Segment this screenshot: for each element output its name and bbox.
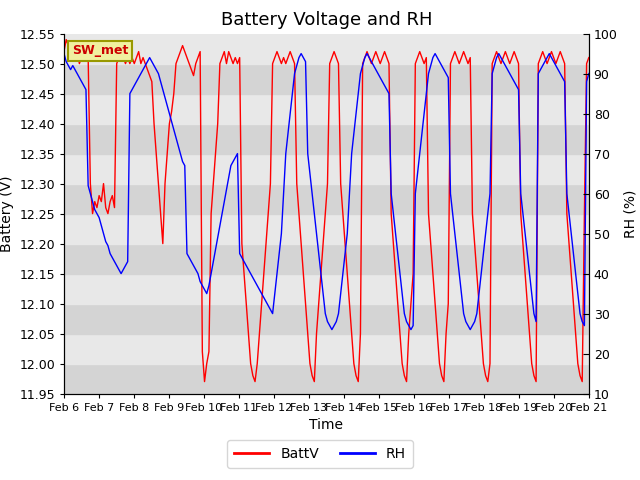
Bar xyxy=(64,214,589,244)
Bar xyxy=(64,334,589,363)
Bar xyxy=(64,124,589,154)
Y-axis label: RH (%): RH (%) xyxy=(623,190,637,238)
Bar xyxy=(64,363,589,394)
Title: Battery Voltage and RH: Battery Voltage and RH xyxy=(221,11,432,29)
Legend: BattV, RH: BattV, RH xyxy=(227,440,413,468)
Bar xyxy=(64,64,589,94)
Bar xyxy=(64,274,589,303)
Bar xyxy=(64,94,589,123)
Y-axis label: Battery (V): Battery (V) xyxy=(0,175,13,252)
Bar xyxy=(64,183,589,214)
Text: SW_met: SW_met xyxy=(72,44,128,58)
Bar xyxy=(64,154,589,183)
Bar xyxy=(64,34,589,64)
Bar xyxy=(64,244,589,274)
X-axis label: Time: Time xyxy=(309,418,344,432)
Bar xyxy=(64,304,589,334)
